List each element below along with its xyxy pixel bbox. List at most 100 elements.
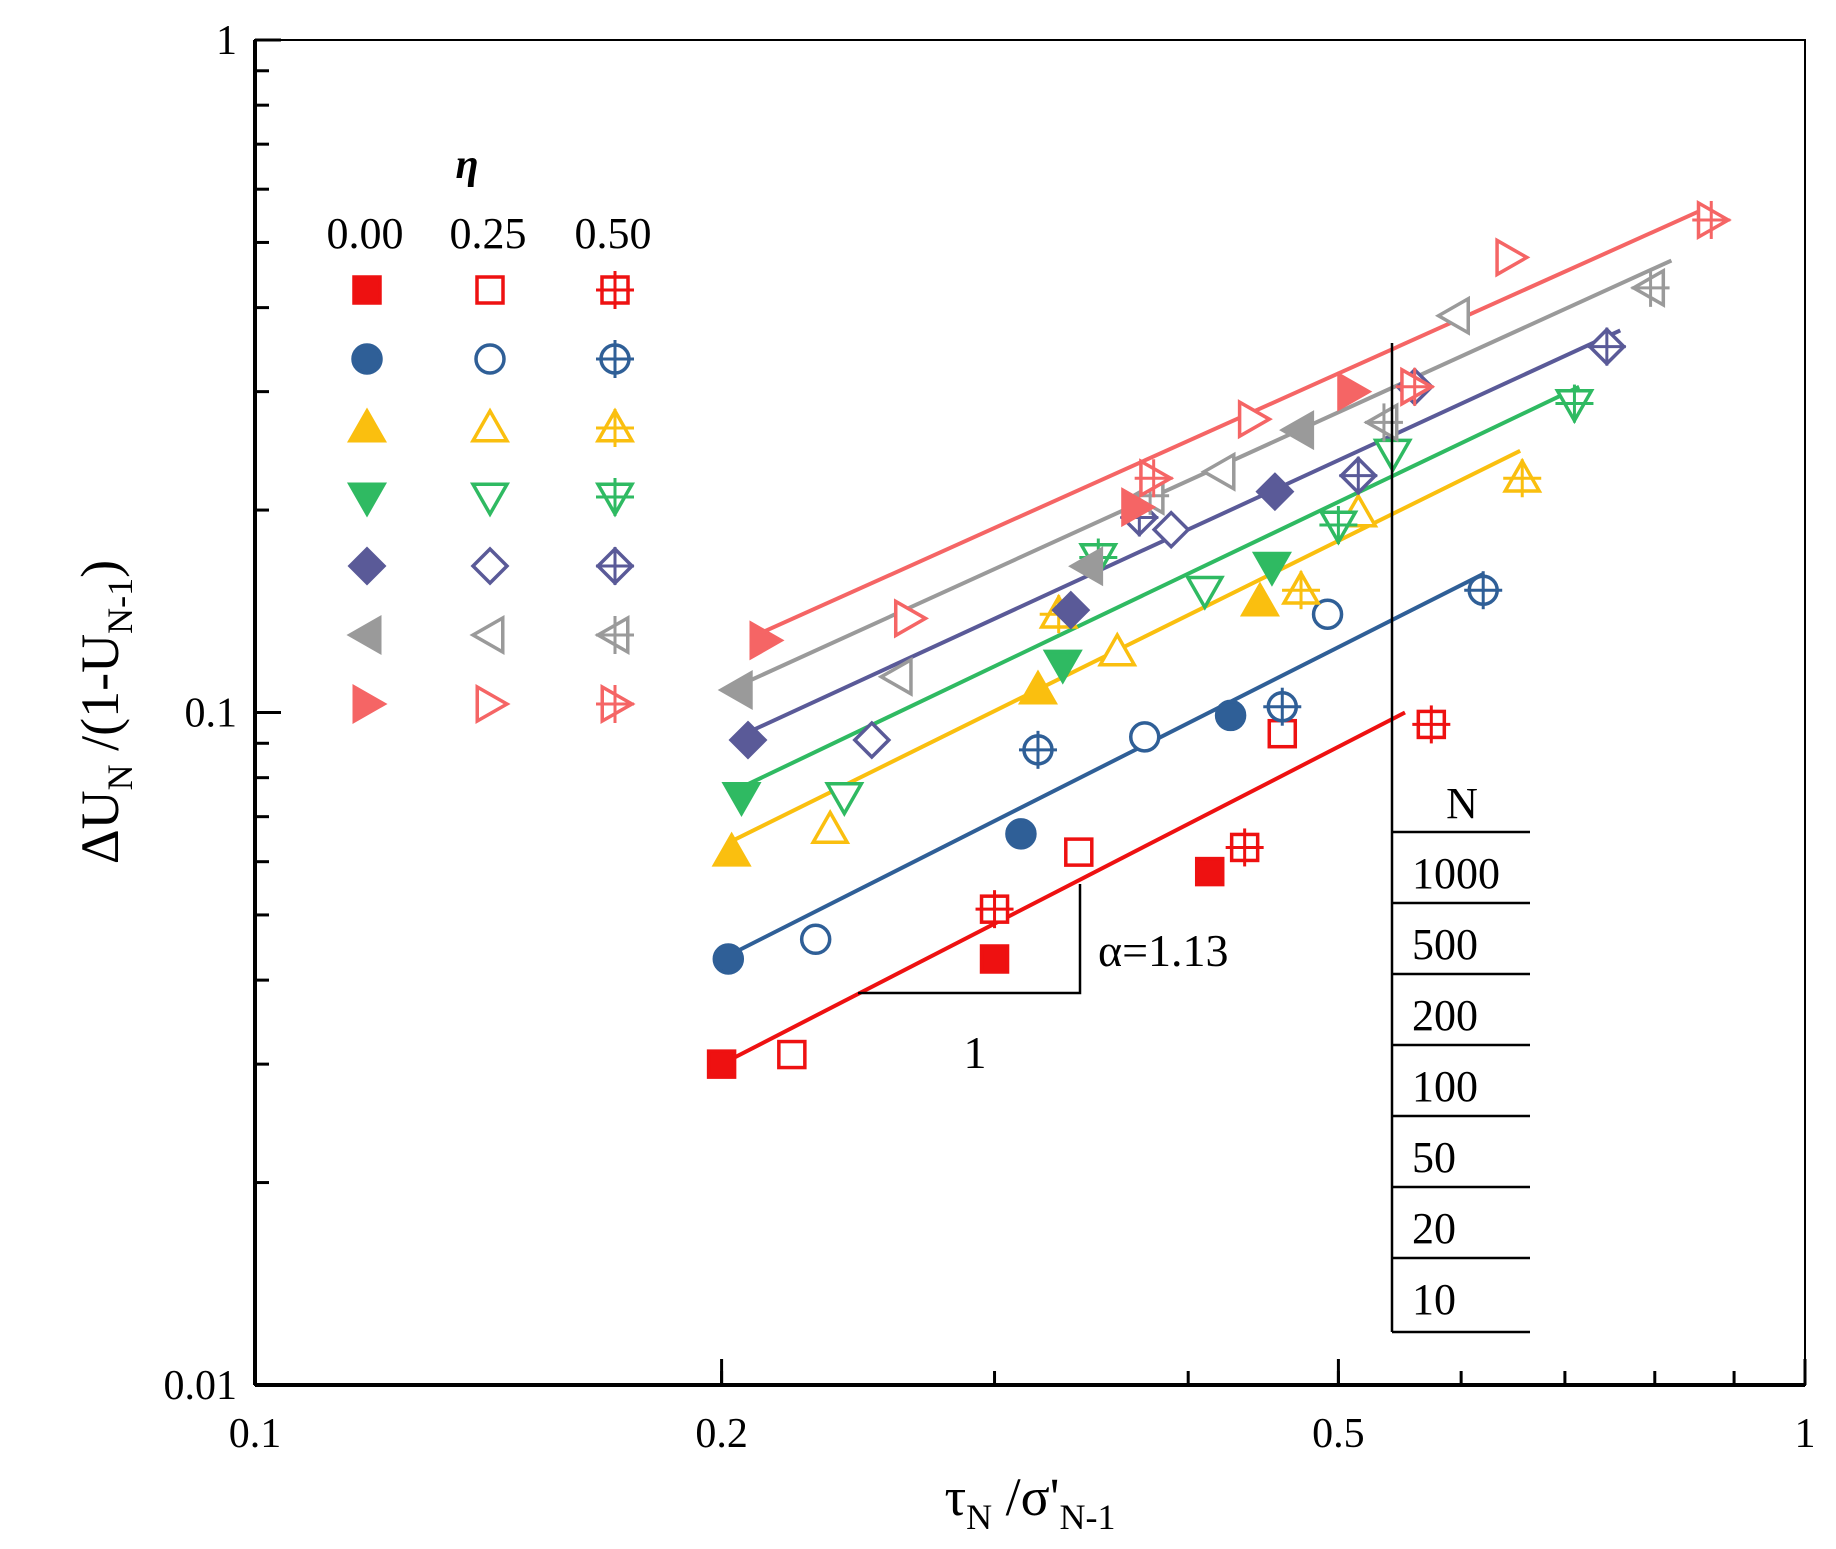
legend-column-label: 0.50 bbox=[575, 209, 652, 258]
data-point bbox=[1134, 458, 1175, 499]
n-table: N 1000 500 200 100 50 20 10 bbox=[1390, 343, 1530, 1334]
marker-shape bbox=[470, 546, 510, 586]
data-point bbox=[1251, 551, 1292, 587]
n-table-cell: 20 bbox=[1412, 1204, 1456, 1253]
data-point bbox=[1281, 569, 1322, 610]
data-point bbox=[1151, 510, 1191, 550]
marker-shape bbox=[351, 343, 383, 375]
legend-marker bbox=[346, 614, 382, 656]
data-point bbox=[1239, 581, 1280, 617]
marker-shape bbox=[706, 1049, 737, 1079]
data-point bbox=[1311, 598, 1344, 630]
y-tick-label: 0.1 bbox=[185, 691, 238, 737]
marker-shape bbox=[1279, 410, 1315, 451]
data-point bbox=[1363, 402, 1403, 443]
fit-line bbox=[737, 385, 1581, 791]
data-point bbox=[852, 720, 892, 760]
data-point bbox=[1337, 371, 1373, 412]
axis-ticks: 0.1 0.2 0.5 10.010.11 bbox=[164, 18, 1816, 1457]
data-point bbox=[1064, 837, 1094, 867]
marker-shape bbox=[1121, 487, 1157, 528]
marker-shape bbox=[475, 275, 505, 305]
data-point bbox=[1051, 590, 1091, 630]
marker-shape bbox=[979, 944, 1010, 974]
marker-shape bbox=[1064, 837, 1094, 867]
legend: η 0.00 0.25 0.50 bbox=[327, 142, 652, 725]
marker-shape bbox=[877, 656, 913, 697]
marker-shape bbox=[352, 683, 388, 725]
marker-shape bbox=[1097, 631, 1138, 667]
legend-title: η bbox=[455, 142, 478, 188]
marker-shape bbox=[1151, 510, 1191, 550]
data-point bbox=[1630, 267, 1670, 308]
data-point bbox=[824, 782, 865, 818]
data-point bbox=[1395, 366, 1436, 407]
legend-marker bbox=[594, 614, 634, 656]
data-point bbox=[1128, 721, 1161, 753]
data-point bbox=[877, 656, 913, 697]
marker-shape bbox=[1255, 472, 1295, 512]
marker-shape bbox=[1251, 551, 1292, 587]
n-table-header: N bbox=[1446, 779, 1478, 828]
data-point bbox=[1495, 237, 1531, 278]
marker-shape bbox=[1068, 546, 1104, 587]
x-tick-label: 0.2 bbox=[695, 1411, 748, 1457]
data-point bbox=[1068, 546, 1104, 587]
marker-shape bbox=[1017, 669, 1058, 705]
marker-shape bbox=[1214, 699, 1247, 732]
legend-marker bbox=[596, 340, 634, 378]
n-table-cell: 50 bbox=[1412, 1133, 1456, 1182]
slope-run-label: 1 bbox=[964, 1027, 987, 1078]
data-point bbox=[1194, 856, 1225, 887]
marker-shape bbox=[1434, 295, 1471, 336]
data-point bbox=[1018, 730, 1057, 769]
data-point bbox=[1554, 384, 1595, 425]
data-point bbox=[1121, 487, 1157, 528]
legend-marker bbox=[352, 683, 388, 725]
data-point bbox=[1005, 818, 1037, 850]
legend-marker bbox=[352, 275, 382, 305]
data-point bbox=[979, 944, 1010, 974]
data-point bbox=[810, 808, 851, 844]
marker-shape bbox=[728, 720, 768, 760]
marker-shape bbox=[475, 683, 511, 725]
legend-marker bbox=[351, 343, 383, 375]
data-point bbox=[1692, 199, 1732, 240]
n-table-cell: 1000 bbox=[1412, 849, 1500, 898]
n-table-cell: 200 bbox=[1412, 991, 1478, 1040]
legend-marker bbox=[596, 683, 636, 725]
marker-shape bbox=[352, 275, 382, 305]
marker-shape bbox=[1042, 649, 1083, 685]
legend-column-label: 0.00 bbox=[327, 209, 404, 258]
data-point bbox=[1434, 295, 1471, 336]
marker-shape bbox=[1495, 237, 1531, 278]
data-point bbox=[728, 720, 768, 760]
marker-shape bbox=[469, 614, 505, 656]
data-point bbox=[1587, 327, 1627, 367]
marker-shape bbox=[749, 620, 785, 661]
data-point bbox=[893, 598, 930, 639]
marker-shape bbox=[1194, 856, 1225, 887]
marker-shape bbox=[712, 943, 745, 975]
legend-marker bbox=[594, 478, 636, 518]
marker-shape bbox=[711, 831, 752, 867]
data-point bbox=[1214, 699, 1247, 732]
legend-marker bbox=[346, 407, 388, 443]
data-point bbox=[1225, 828, 1264, 867]
marker-shape bbox=[1239, 581, 1280, 617]
fit-line bbox=[753, 207, 1705, 638]
data-point bbox=[1255, 472, 1295, 512]
data-point bbox=[1279, 410, 1315, 451]
data-point bbox=[799, 923, 832, 956]
data-point bbox=[1263, 687, 1302, 726]
data-point bbox=[1200, 451, 1236, 492]
x-axis-title: τN /σ'N-1 bbox=[944, 1467, 1115, 1537]
data-point bbox=[1502, 457, 1543, 498]
marker-shape bbox=[474, 343, 506, 375]
x-tick-label: 0.5 bbox=[1312, 1411, 1365, 1457]
marker-shape bbox=[1051, 590, 1091, 630]
legend-marker bbox=[475, 683, 511, 725]
legend-marker bbox=[346, 482, 388, 518]
y-axis-title: ΔUN /(1-UN-1) bbox=[70, 560, 140, 864]
